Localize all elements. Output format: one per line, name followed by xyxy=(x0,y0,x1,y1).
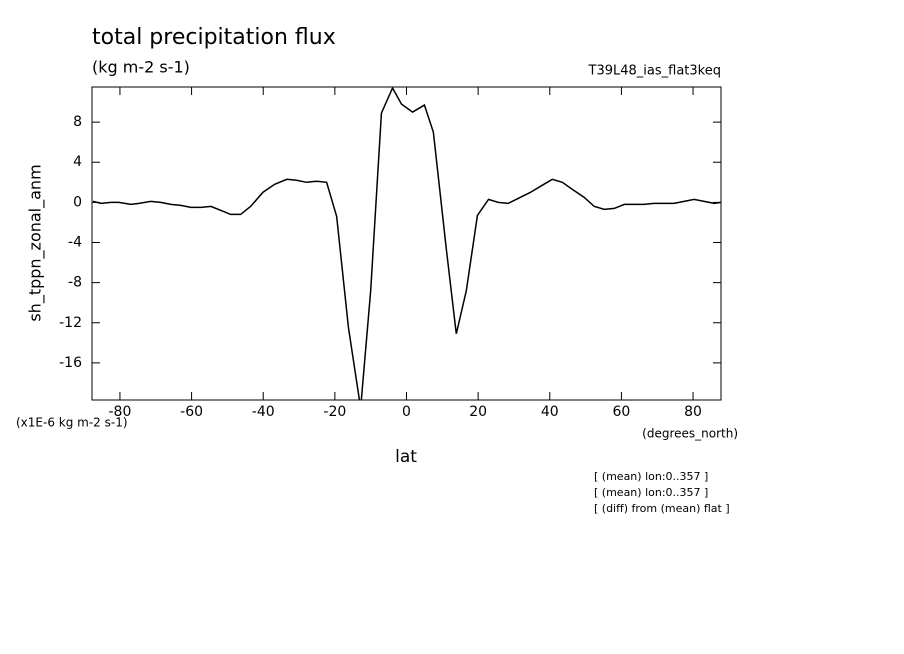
dataset-label: T39L48_ias_flat3keq xyxy=(588,64,721,79)
plot-frame xyxy=(91,86,722,401)
y-tick-label: -12 xyxy=(59,315,82,331)
x-tick-label: -40 xyxy=(252,404,275,420)
y-axis-label: sh_tppn_zonal_anm xyxy=(26,164,46,321)
x-tick-label: -60 xyxy=(180,404,203,420)
y-tick-label: 4 xyxy=(73,154,82,170)
x-tick-label: 40 xyxy=(541,404,559,420)
y-tick-label: -4 xyxy=(68,234,82,250)
x-tick-label: 60 xyxy=(613,404,631,420)
note: [ (mean) lon:0..357 ] xyxy=(594,470,708,483)
x-units: (degrees_north) xyxy=(642,427,738,441)
y-tick-label: -8 xyxy=(68,275,82,291)
x-tick-label: 0 xyxy=(402,404,411,420)
chart-title: total precipitation flux xyxy=(92,25,336,50)
data-line xyxy=(92,87,721,400)
y-tick-label: 0 xyxy=(73,194,82,210)
x-tick-label: -80 xyxy=(109,404,132,420)
note: [ (mean) lon:0..357 ] xyxy=(594,486,708,499)
x-tick-label: 80 xyxy=(684,404,702,420)
note: [ (diff) from (mean) flat ] xyxy=(594,502,730,515)
x-axis-label: lat xyxy=(395,447,417,467)
x-tick-label: 20 xyxy=(469,404,487,420)
x-tick-label: -20 xyxy=(323,404,346,420)
chart-subtitle: (kg m-2 s-1) xyxy=(92,58,190,77)
y-tick-label: 8 xyxy=(73,114,82,130)
y-units: (x1E-6 kg m-2 s-1) xyxy=(16,416,128,430)
y-tick-label: -16 xyxy=(59,355,82,371)
